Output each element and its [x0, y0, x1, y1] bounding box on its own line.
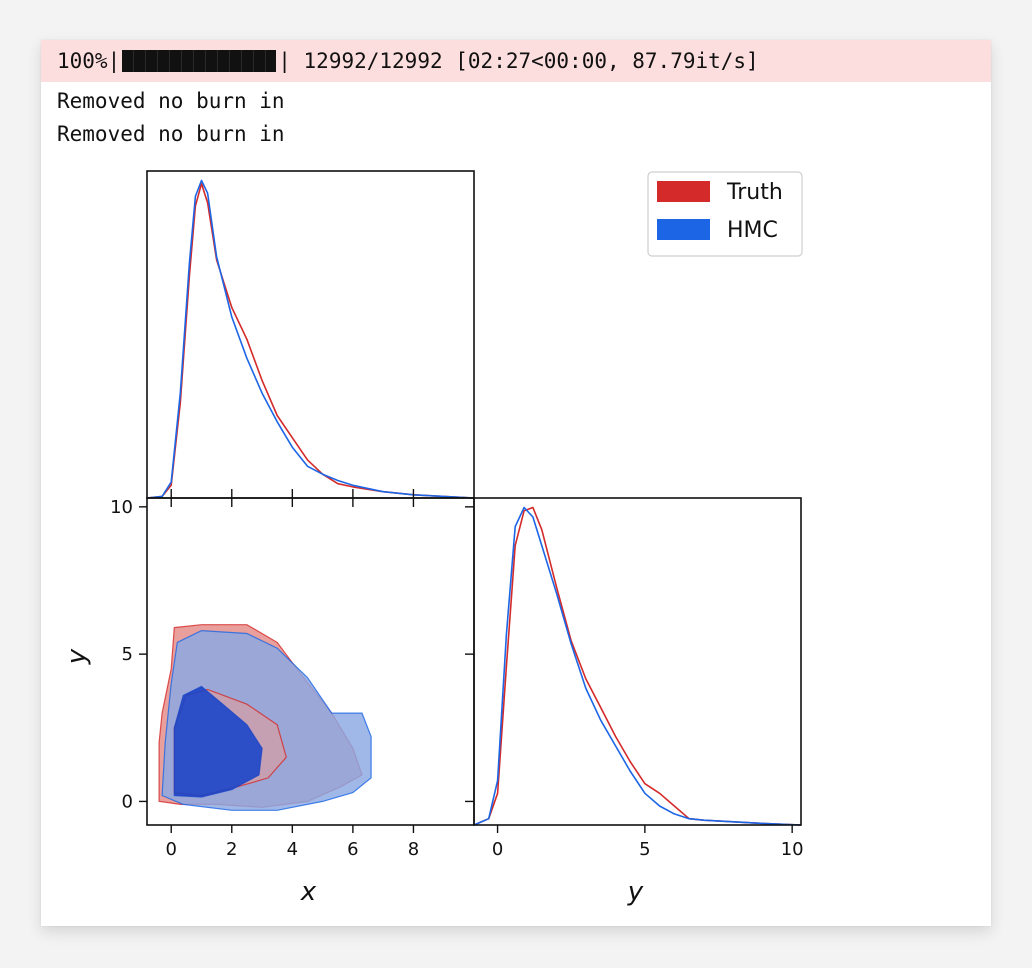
- y-marginal-tick-label: 5: [639, 839, 650, 860]
- x-tick-label: 4: [287, 839, 298, 860]
- progress-count: 12992/12992: [303, 49, 443, 73]
- y-marginal-tick-label: 10: [781, 839, 804, 860]
- legend-swatch-truth: [657, 181, 710, 202]
- x-marginal-frame: [146, 170, 475, 499]
- contour-hmc-inner: [173, 685, 263, 798]
- progress-timing: [02:27<00:00, 87.79it/s]: [455, 49, 759, 73]
- x-axis-label: x: [300, 877, 317, 907]
- corner-plot: 0 2 4 6 8 0 5 10 x y 0 5 10 y Truth HMC: [62, 170, 804, 907]
- y-axis-label: y: [62, 648, 92, 665]
- x-tick-label: 0: [165, 839, 176, 860]
- x-marginal-line-truth: [146, 182, 475, 499]
- x-tick-label: 8: [408, 839, 419, 860]
- progress-line: 100%| | 12992/12992 [02:27<00:00, 87.79it…: [41, 40, 991, 82]
- legend-label-truth: Truth: [726, 180, 783, 205]
- legend: Truth HMC: [647, 171, 803, 257]
- y-tick-label: 5: [122, 644, 133, 665]
- notebook-output-cell: 100%| | 12992/12992 [02:27<00:00, 87.79it…: [41, 40, 991, 926]
- y-tick-label: 10: [110, 497, 133, 518]
- progress-bar: [122, 50, 277, 72]
- x-tick-label: 2: [226, 839, 237, 860]
- legend-swatch-hmc: [657, 219, 710, 240]
- y-marginal-axis-label: y: [627, 877, 644, 907]
- y-marginal-line-truth: [473, 506, 802, 826]
- joint-contours: [158, 624, 372, 811]
- log-line: Removed no burn in: [57, 122, 285, 146]
- y-marginal-line-hmc: [473, 506, 802, 826]
- y-tick-label: 0: [122, 791, 133, 812]
- legend-label-hmc: HMC: [727, 218, 778, 243]
- progress-percent: 100%: [57, 49, 108, 73]
- x-marginal-line-hmc: [146, 179, 475, 499]
- y-marginal-frame: [473, 497, 802, 826]
- x-tick-label: 6: [347, 839, 358, 860]
- log-line: Removed no burn in: [57, 89, 285, 113]
- y-marginal-tick-label: 0: [492, 839, 503, 860]
